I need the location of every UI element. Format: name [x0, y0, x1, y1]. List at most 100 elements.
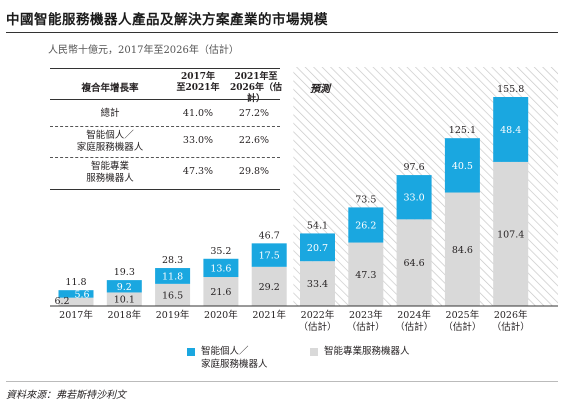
- x-tick-label-0-0: 2017年: [59, 309, 93, 321]
- bar-personal-8: [444, 138, 480, 193]
- source-note: 資料來源：弗若斯特沙利文: [6, 390, 126, 401]
- bar-professional-0: [58, 297, 94, 306]
- label-personal-8: 40.5: [452, 161, 473, 172]
- col2-header-line2: 2026年（估計）: [229, 83, 283, 104]
- x-tick-label-5-1: （估計）: [298, 321, 336, 333]
- row-professional-label-line2: 服務機器人: [86, 173, 134, 184]
- label-professional-4: 29.2: [259, 282, 280, 293]
- bar-professional-9: [493, 161, 529, 306]
- bar-personal-0: [58, 290, 94, 298]
- col1-header-line1: 2017年: [180, 72, 216, 82]
- title-divider: [6, 32, 558, 33]
- row-professional-v1: 47.3%: [182, 166, 214, 177]
- source-divider: [6, 381, 558, 382]
- x-tick-label-1-0: 2018年: [107, 309, 141, 321]
- bar-personal-3: [203, 258, 239, 278]
- label-professional-2: 16.5: [162, 290, 183, 301]
- col1-header: 2017年 至2021年: [172, 72, 224, 94]
- unit-label: 人民幣十億元，2017年至2026年（估計）: [48, 45, 239, 56]
- bar-personal-6: [348, 207, 384, 243]
- table-dash-rule-2: [50, 157, 280, 158]
- bar-personal-1: [106, 280, 142, 293]
- row-personal-label-line1: 智能個人／: [86, 130, 134, 141]
- label-total-3: 35.2: [210, 246, 231, 257]
- legend-blue-line2: 家庭服務機器人: [201, 359, 268, 370]
- bar-professional-6: [348, 242, 384, 306]
- x-tick-label-2-0: 2019年: [156, 309, 190, 321]
- label-professional-3: 21.6: [210, 287, 231, 298]
- label-professional-0: 6.2: [54, 296, 69, 307]
- legend-blue-line1: 智能個人／: [201, 346, 249, 357]
- label-total-2: 28.3: [162, 255, 183, 266]
- label-personal-0: 5.6: [74, 289, 89, 300]
- bar-professional-2: [155, 283, 191, 306]
- label-total-7: 97.6: [404, 162, 425, 173]
- bar-professional-5: [300, 261, 335, 306]
- row-total-label: 總計: [100, 108, 120, 119]
- bar-professional-8: [444, 192, 480, 306]
- label-total-0: 11.8: [65, 277, 86, 288]
- label-personal-6: 26.2: [355, 220, 376, 231]
- legend-blue-swatch: [187, 348, 195, 356]
- label-personal-9: 48.4: [500, 125, 521, 136]
- x-tick-label-9-0: 2026年: [494, 309, 528, 321]
- bar-personal-2: [155, 268, 191, 284]
- chart-title: 中國智能服務機器人產品及解決方案產業的市場規模: [6, 12, 328, 28]
- table-top-rule: [50, 68, 280, 69]
- cagr-header: 複合年增長率: [81, 83, 139, 94]
- label-total-5: 54.1: [307, 220, 328, 231]
- row-total-v1: 41.0%: [182, 108, 214, 119]
- table-header-rule: [50, 99, 280, 100]
- x-tick-label-4-0: 2021年: [252, 309, 286, 321]
- label-professional-5: 33.4: [307, 279, 328, 290]
- bar-professional-7: [396, 219, 432, 306]
- row-professional-label-line1: 智能專業: [90, 161, 129, 172]
- label-total-4: 46.7: [259, 230, 280, 241]
- label-personal-4: 17.5: [259, 251, 280, 262]
- label-total-9: 155.8: [497, 84, 524, 95]
- x-tick-label-7-0: 2024年: [397, 309, 431, 321]
- label-professional-1: 10.1: [114, 295, 135, 306]
- bar-personal-4: [251, 243, 287, 267]
- col1-header-line2: 至2021年: [176, 83, 220, 93]
- x-tick-label-3-0: 2020年: [204, 309, 238, 321]
- col2-header-line1: 2021年至: [234, 72, 278, 82]
- x-tick-label-8-1: （估計）: [443, 321, 481, 333]
- row-professional-v2: 29.8%: [238, 166, 270, 177]
- row-personal-label-line2: 家庭服務機器人: [76, 142, 144, 153]
- row-total-v2: 27.2%: [238, 108, 270, 119]
- label-personal-5: 20.7: [307, 243, 328, 254]
- label-total-8: 125.1: [449, 125, 476, 136]
- label-professional-8: 84.6: [452, 245, 473, 256]
- x-tick-label-8-0: 2025年: [446, 309, 480, 321]
- row-professional-label: 智能專業 服務機器人: [50, 161, 170, 185]
- label-personal-7: 33.0: [404, 193, 425, 204]
- bar-professional-3: [203, 277, 239, 306]
- bar-professional-1: [106, 292, 142, 306]
- forecast-label: 預測: [310, 84, 330, 95]
- row-personal-label: 智能個人／ 家庭服務機器人: [50, 130, 170, 154]
- bar-personal-7: [396, 175, 432, 220]
- label-total-6: 73.5: [355, 194, 376, 205]
- x-tick-label-6-0: 2023年: [349, 309, 383, 321]
- label-total-1: 19.3: [114, 267, 135, 278]
- label-personal-1: 9.2: [117, 282, 132, 293]
- label-professional-9: 107.4: [497, 229, 524, 240]
- label-professional-7: 64.6: [404, 258, 425, 269]
- table-bottom-rule: [50, 189, 280, 190]
- bar-personal-9: [493, 97, 529, 162]
- x-tick-label-5-0: 2022年: [301, 309, 335, 321]
- label-professional-6: 47.3: [355, 270, 376, 281]
- label-personal-2: 11.8: [162, 271, 183, 282]
- legend-blue-text: 智能個人／ 家庭服務機器人: [201, 345, 268, 371]
- x-tick-label-6-1: （估計）: [347, 321, 385, 333]
- bar-personal-5: [300, 233, 335, 262]
- legend-grey-swatch: [310, 348, 318, 356]
- table-dash-rule-1: [50, 126, 280, 127]
- row-personal-v2: 22.6%: [238, 135, 270, 146]
- row-personal-v1: 33.0%: [182, 135, 214, 146]
- x-tick-label-9-1: （估計）: [492, 321, 530, 333]
- col2-header: 2021年至 2026年（估計）: [228, 72, 284, 105]
- x-tick-label-7-1: （估計）: [395, 321, 433, 333]
